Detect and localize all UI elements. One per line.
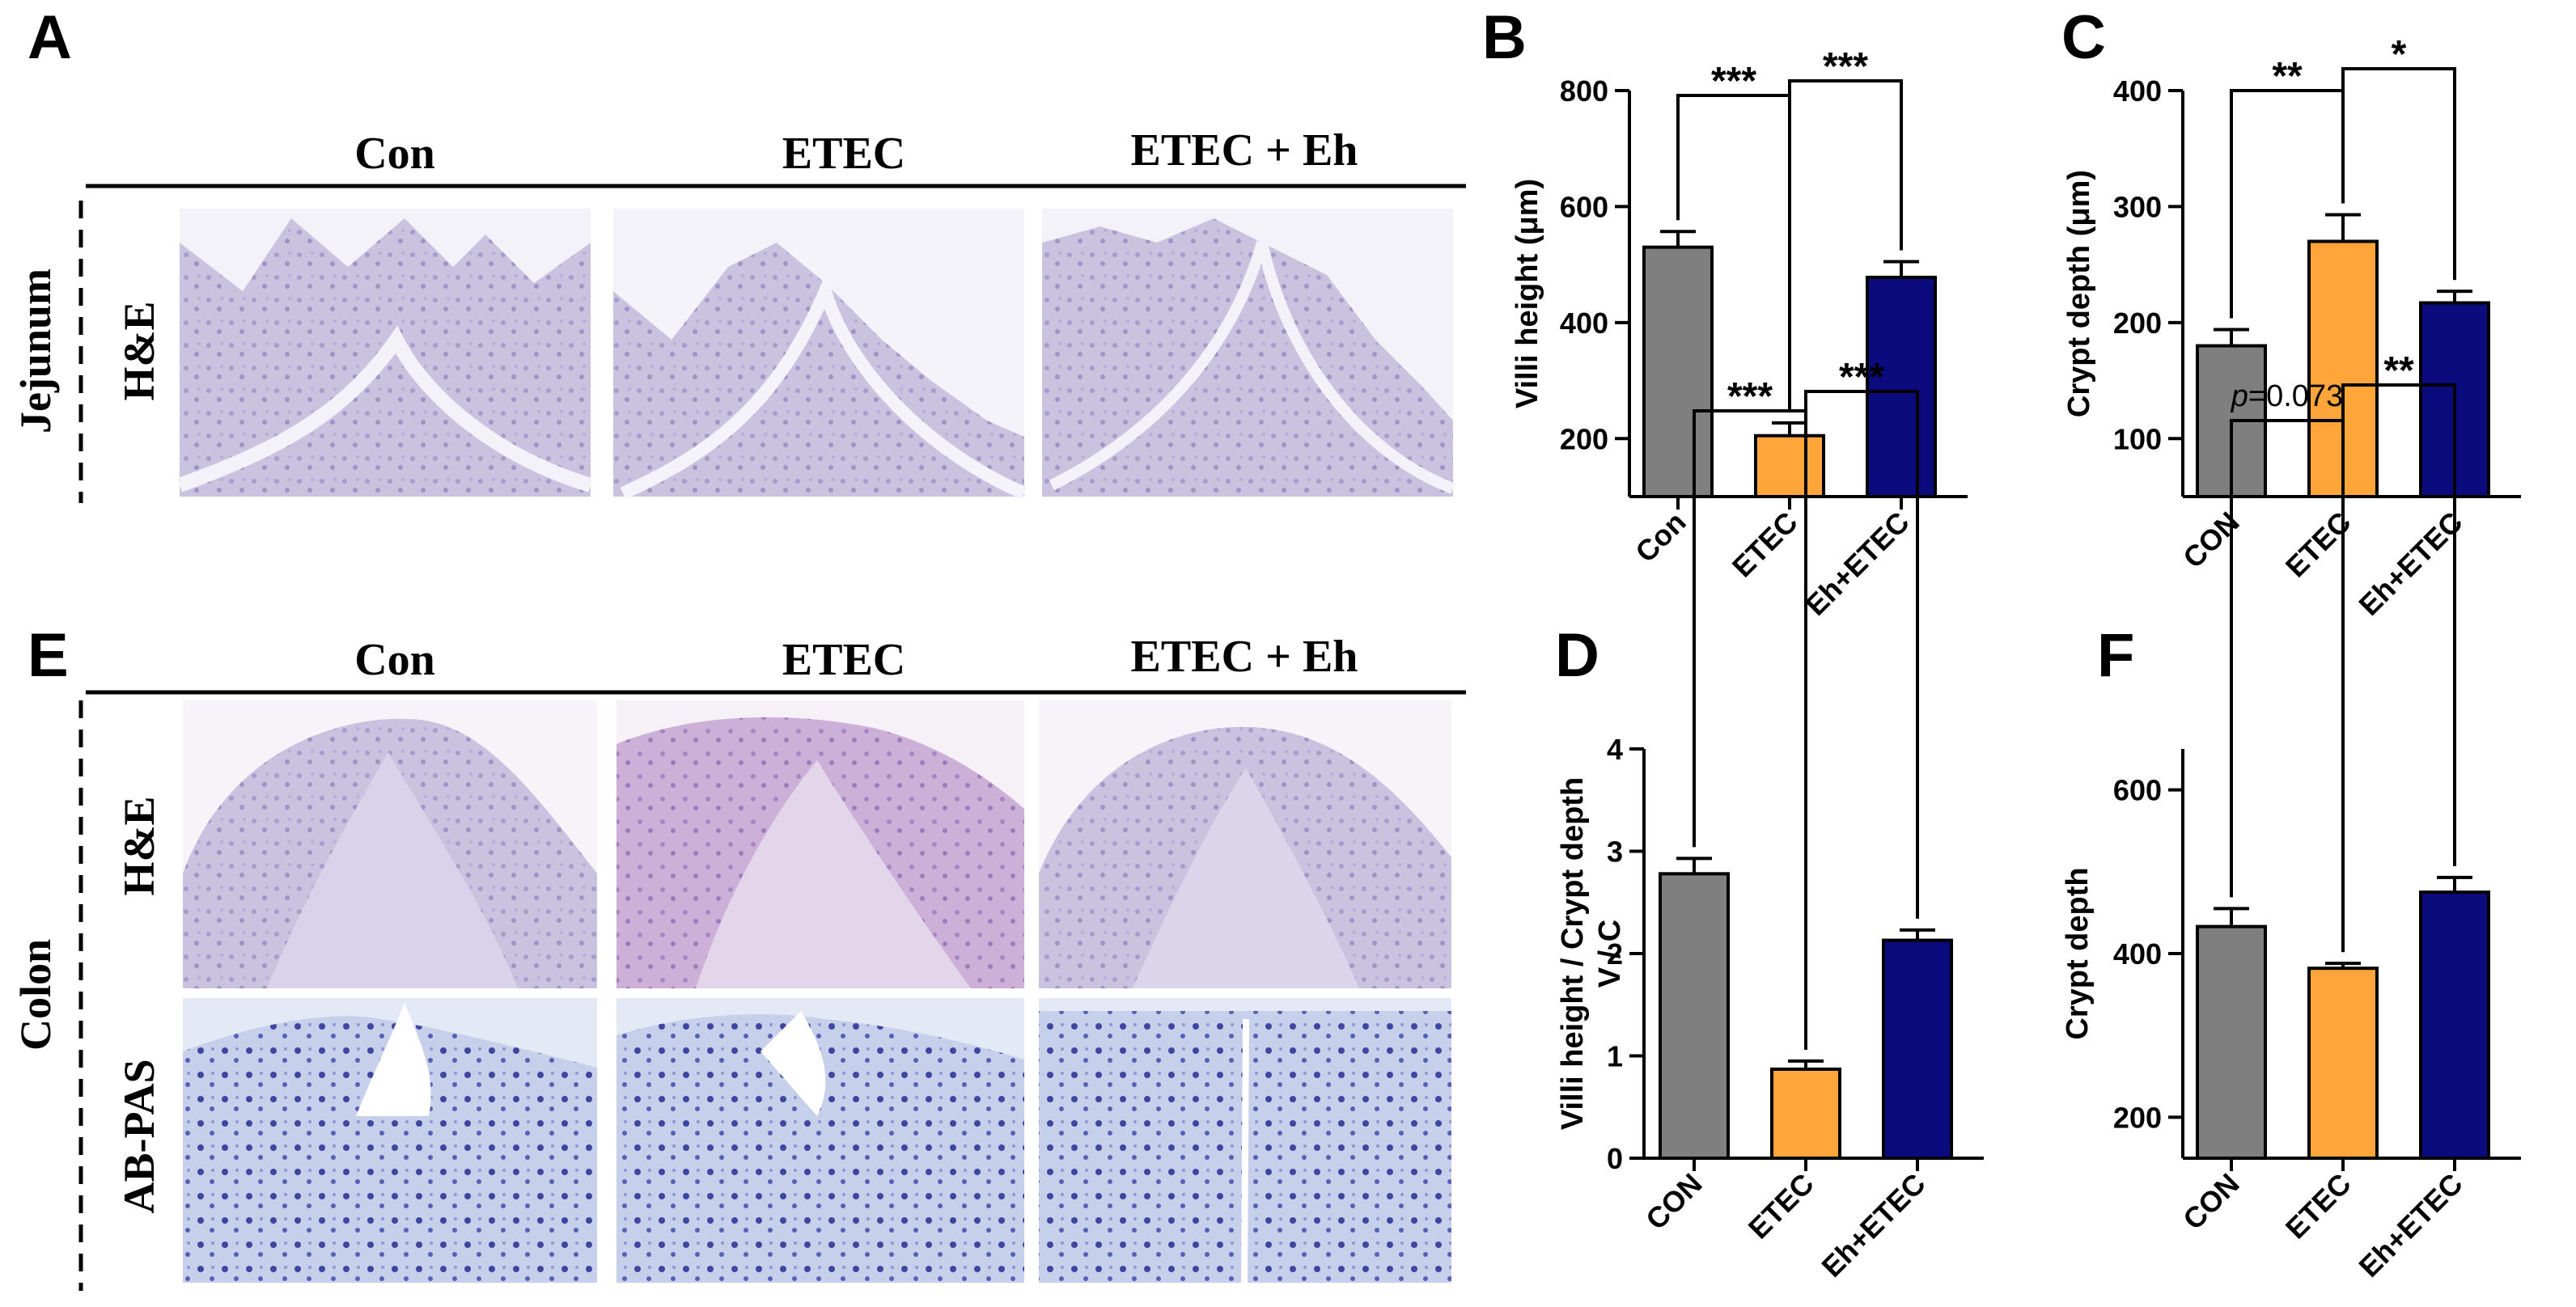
column-header-con-colon: Con [354,635,435,685]
chart-f-category-label: ETEC [2279,1167,2358,1246]
chart-d-category-label: ETEC [1742,1167,1820,1246]
chart-c: C 100 200 300 400 Crypt depth (μm) CON ETECEh+E… [2061,3,2521,622]
stain-label-ab-pas: AB-PAS [115,1059,163,1213]
chart-d-y-tick-label: 1 [1607,1040,1623,1073]
chart-c-y-tick-label: 400 [2113,74,2162,108]
chart-c-category-label: Eh+ETEC [2352,505,2468,622]
chart-d-bar-2 [1882,938,1953,1161]
chart-b-category-label: Con [1629,505,1692,569]
tissue-label-jejunum: Jejunum [11,269,60,434]
chart-f-category-label: Eh+ETEC [2352,1167,2468,1284]
panel-letter-a: A [28,3,72,72]
chart-f-category-label: CON [2176,1167,2246,1237]
chart-b-y-tick-label: 800 [1560,74,1608,108]
column-header-con: Con [354,129,435,179]
chart-f-significance-bracket [2341,383,2456,953]
chart-f-bar-0 [2196,924,2267,1160]
column-header-etec-colon: ETEC [782,635,906,685]
chart-f-significance-bracket [2230,419,2345,953]
chart-d-bar-1 [1770,1067,1841,1160]
chart-b-y-tick-label: 200 [1560,422,1608,455]
column-header-etec: ETEC [782,129,906,179]
chart-b-significance-bracket [1788,79,1903,412]
tissue-label-colon: Colon [11,939,60,1051]
micrograph-colon-he-etec [616,700,1024,988]
chart-b-significance-label: *** [1711,60,1756,103]
stain-label-he: H&E [115,301,163,400]
chart-b-bar-1 [1754,434,1825,499]
chart-b-panel-letter: B [1482,3,1527,72]
chart-f-panel-letter: F [2097,621,2134,690]
chart-d-significance-label: *** [1839,356,1884,399]
chart-d-bar-0 [1659,872,1730,1160]
chart-c-y-tick-label: 300 [2113,190,2162,223]
chart-d-y-tick-label: 2 [1607,937,1623,971]
chart-d-category-label: Eh+ETEC [1815,1167,1931,1284]
micrograph-colon-abpas-etec [616,998,1024,1283]
chart-c-significance-bracket [2341,67,2456,281]
chart-f-y-tick-label: 600 [2113,774,2162,807]
micrograph-colon-he-con [183,700,597,988]
panel-letter-e: E [28,621,69,690]
micrograph-jejunum-etec [613,209,1027,500]
chart-c-significance-label: * [2392,33,2407,76]
chart-c-category-label: CON [2176,505,2246,575]
chart-c-significance-label: ** [2272,55,2303,98]
chart-d-significance-bracket [1804,390,1919,1050]
chart-c-panel-letter: C [2061,3,2106,72]
chart-d-y-axis-label-2: V / C [1593,920,1627,988]
chart-f-significance-label: p=0.073 [2231,379,2343,413]
chart-f-bar-1 [2307,967,2379,1160]
column-header-etec-eh: ETEC + Eh [1131,125,1358,176]
micrograph-colon-he-etec-eh [1039,700,1451,988]
chart-d-significance-label: *** [1727,375,1773,418]
chart-f-significance-label: ** [2383,349,2414,392]
micrograph-colon-abpas-con [183,998,597,1283]
chart-f-bar-2 [2419,890,2490,1160]
chart-c-y-tick-label: 200 [2113,307,2162,340]
micrograph-jejunum-etec-eh [1042,209,1455,497]
chart-d-panel-letter: D [1555,621,1599,690]
micrograph-jejunum-con [176,209,593,497]
chart-b-category-label: Eh+ETEC [1799,505,1915,622]
chart-c-category-label: ETEC [2279,505,2358,584]
chart-c-y-axis-label: Crypt depth (μm) [2062,170,2096,417]
chart-b-y-tick-label: 400 [1560,307,1608,340]
chart-b: B 200 400 600 800 Villi height (μm) Con ETECEh+… [1482,3,1968,622]
chart-d-y-axis-label: Villi height / Crypt depth [1556,777,1590,1130]
chart-f-y-tick-label: 200 [2113,1101,2162,1134]
chart-c-y-tick-label: 100 [2113,422,2162,455]
chart-d-y-tick-label: 4 [1607,733,1623,766]
stain-label-he-colon: H&E [115,796,163,895]
chart-d-y-tick-label: 3 [1607,835,1623,869]
column-header-etec-eh-colon: ETEC + Eh [1131,632,1358,682]
chart-b-y-tick-label: 600 [1560,190,1608,223]
chart-f-y-axis-label: Crypt depth [2061,867,2095,1039]
chart-b-significance-label: *** [1823,45,1868,88]
chart-b-bar-0 [1642,245,1714,498]
chart-d-category-label: CON [1639,1167,1709,1237]
chart-b-y-axis-label: Villi height (μm) [1510,179,1544,408]
chart-f-y-tick-label: 400 [2113,937,2162,971]
micrograph-colon-abpas-etec-eh [1039,998,1451,1284]
chart-b-category-label: ETEC [1726,505,1804,584]
chart-d-y-tick-label: 0 [1607,1142,1623,1175]
